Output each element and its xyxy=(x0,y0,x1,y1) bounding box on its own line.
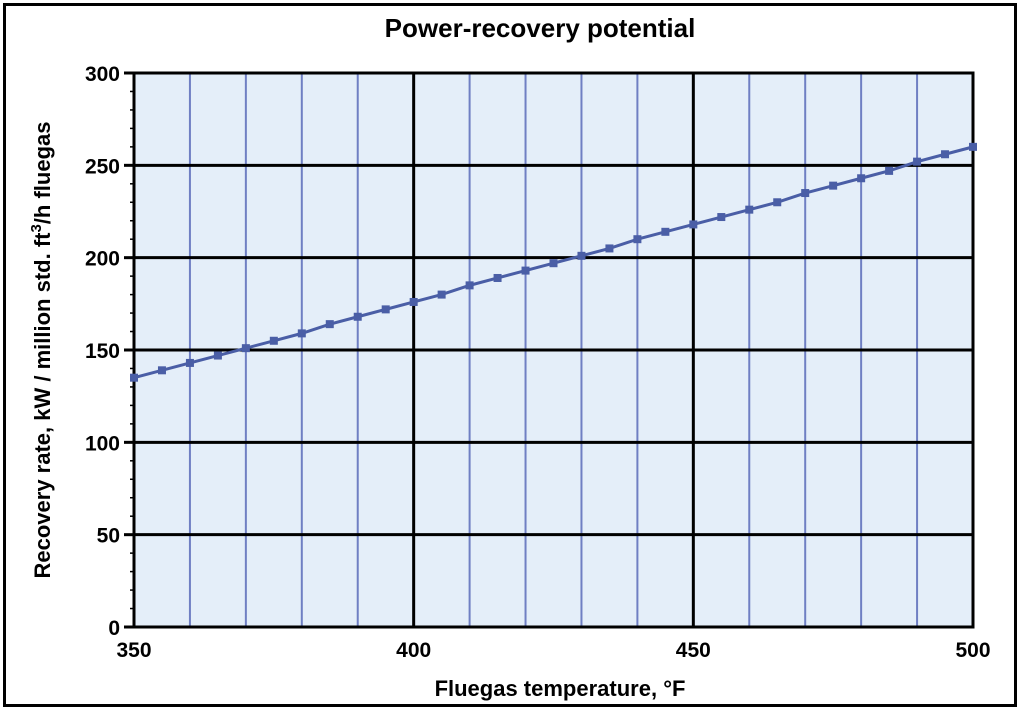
data-point-420 xyxy=(521,266,530,275)
data-point-425 xyxy=(549,259,558,268)
data-point-365 xyxy=(213,351,222,360)
data-point-465 xyxy=(773,198,782,207)
x-axis-label: Fluegas temperature, °F xyxy=(435,676,686,701)
axes xyxy=(124,71,975,629)
tick-labels: 0 50 100 150 200 250 300 350 400 450 500 xyxy=(85,63,991,662)
data-point-445 xyxy=(661,227,670,236)
data-point-370 xyxy=(241,344,250,353)
data-point-455 xyxy=(717,213,726,222)
y-tick-label-200: 200 xyxy=(85,248,120,271)
data-point-415 xyxy=(493,273,502,282)
data-point-360 xyxy=(185,358,194,367)
x-tick-label-450: 450 xyxy=(676,639,711,662)
data-point-475 xyxy=(829,181,838,190)
data-point-500 xyxy=(969,142,977,151)
data-point-410 xyxy=(465,281,474,290)
x-tick-label-500: 500 xyxy=(955,639,990,662)
data-point-435 xyxy=(605,244,614,253)
data-point-355 xyxy=(157,366,166,375)
data-point-490 xyxy=(913,157,922,166)
data-point-350 xyxy=(130,373,138,382)
data-point-400 xyxy=(409,297,418,306)
x-tick-label-400: 400 xyxy=(396,639,431,662)
y-tick-label-100: 100 xyxy=(85,432,120,455)
data-point-380 xyxy=(297,329,306,338)
data-point-495 xyxy=(941,150,950,159)
data-point-430 xyxy=(577,251,586,260)
y-axis-label-superscript: 3 xyxy=(28,224,45,232)
gridlines xyxy=(134,73,973,627)
data-series xyxy=(130,142,977,382)
y-axis-label-part-2: /h fluegas xyxy=(30,121,55,224)
y-axis-label-part-1: Recovery rate, kW / million std. ft xyxy=(30,232,55,579)
data-point-405 xyxy=(437,290,446,299)
y-tick-label-250: 250 xyxy=(85,155,120,178)
y-tick-label-50: 50 xyxy=(97,525,120,548)
data-point-460 xyxy=(745,205,754,214)
y-axis-label: Recovery rate, kW / million std. ft3/h f… xyxy=(28,121,55,578)
data-point-395 xyxy=(381,305,390,314)
data-point-450 xyxy=(689,220,698,229)
data-point-385 xyxy=(325,320,334,329)
data-point-440 xyxy=(633,235,642,244)
chart-title: Power-recovery potential xyxy=(385,13,696,43)
y-tick-label-150: 150 xyxy=(85,340,120,363)
data-point-470 xyxy=(801,189,810,198)
data-point-480 xyxy=(857,174,866,183)
data-point-485 xyxy=(885,166,894,175)
y-tick-label-0: 0 xyxy=(108,617,120,640)
data-point-390 xyxy=(353,312,362,321)
x-tick-label-350: 350 xyxy=(116,639,151,662)
y-tick-label-300: 300 xyxy=(85,63,120,86)
data-point-375 xyxy=(269,336,278,345)
